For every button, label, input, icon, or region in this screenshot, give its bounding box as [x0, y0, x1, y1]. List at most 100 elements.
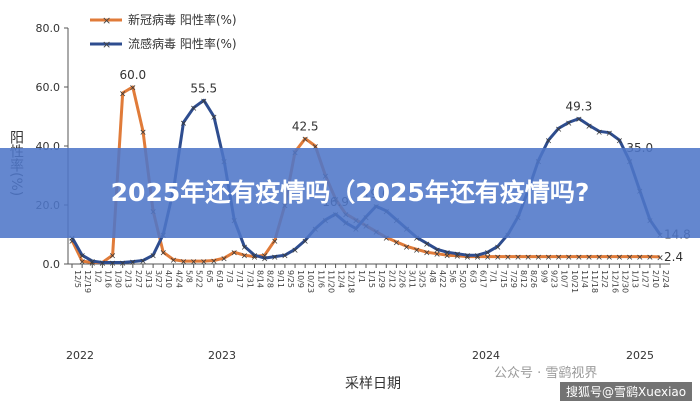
- point-marker-flu: ×: [271, 253, 279, 263]
- point-marker-flu: ×: [555, 125, 563, 135]
- point-marker-flu: ×: [149, 252, 157, 262]
- point-marker-covid: ×: [433, 250, 441, 260]
- x-tick-label: 9/11: [276, 270, 285, 288]
- peak-data-label: 60.0: [119, 68, 146, 82]
- point-marker-covid: ×: [159, 249, 167, 259]
- x-tick-label: 3/13: [144, 270, 153, 288]
- point-marker-covid: ×: [423, 249, 431, 259]
- point-marker-covid: ×: [241, 252, 249, 262]
- point-marker-flu: ×: [443, 249, 451, 259]
- x-tick-label: 7/3: [225, 270, 234, 283]
- point-marker-flu: ×: [494, 243, 502, 253]
- x-tick-label: 5/8: [185, 270, 194, 283]
- point-marker-flu: ×: [251, 252, 259, 262]
- x-tick-label: 4/8: [428, 270, 437, 283]
- point-marker-flu: ×: [606, 129, 614, 139]
- point-marker-covid: ×: [119, 89, 127, 99]
- y-tick-label: 60.0: [36, 81, 61, 94]
- point-marker-covid: ×: [383, 234, 391, 244]
- x-tick-label: 10/9: [296, 270, 305, 288]
- x-tick-label: 9/9: [539, 270, 548, 283]
- point-marker-flu: ×: [423, 240, 431, 250]
- point-marker-covid: ×: [271, 237, 279, 247]
- point-marker-covid: ×: [220, 255, 228, 265]
- point-marker-covid: ×: [443, 252, 451, 262]
- x-tick-label: 6/19: [215, 270, 224, 288]
- x-tick-label: 8/28: [266, 270, 275, 288]
- peak-data-label: 42.5: [292, 120, 319, 134]
- x-tick-label: 2/10: [651, 270, 660, 288]
- point-marker-covid: ×: [656, 253, 664, 263]
- x-tick-label: 6/5: [205, 270, 214, 283]
- x-tick-label: 7/31: [245, 270, 254, 288]
- point-marker-covid: ×: [210, 257, 218, 267]
- x-tick-label: 4/24: [174, 270, 183, 288]
- point-marker-covid: ×: [636, 253, 644, 263]
- point-marker-covid: ×: [301, 135, 309, 145]
- point-marker-covid: ×: [180, 258, 188, 268]
- point-marker-covid: ×: [453, 252, 461, 262]
- legend-mark-flu: ×: [102, 38, 111, 51]
- x-tick-label: 8/26: [529, 270, 538, 288]
- x-tick-label: 3/11: [408, 270, 417, 288]
- x-tick-label: 7/17: [235, 270, 244, 288]
- point-marker-flu: ×: [464, 252, 472, 262]
- point-marker-covid: ×: [555, 253, 563, 263]
- point-marker-flu: ×: [78, 252, 86, 262]
- point-marker-covid: ×: [413, 246, 421, 256]
- point-marker-flu: ×: [200, 97, 208, 107]
- point-marker-flu: ×: [484, 249, 492, 259]
- point-marker-flu: ×: [474, 252, 482, 262]
- y-tick-label: 0.0: [43, 258, 61, 271]
- legend-label-covid: 新冠病毒 阳性率(%): [128, 12, 237, 27]
- point-marker-covid: ×: [504, 253, 512, 263]
- x-axis-title: 采样日期: [345, 376, 401, 392]
- x-tick-label: 8/14: [255, 270, 264, 288]
- point-marker-covid: ×: [230, 249, 238, 259]
- year-label-2025: 2025: [626, 349, 654, 362]
- x-tick-label: 10/7: [560, 270, 569, 288]
- point-marker-flu: ×: [565, 119, 573, 129]
- point-marker-covid: ×: [524, 253, 532, 263]
- y-tick-label: 80.0: [36, 22, 61, 35]
- point-marker-covid: ×: [514, 253, 522, 263]
- point-marker-covid: ×: [626, 253, 634, 263]
- x-tick-label: 7/29: [509, 270, 518, 288]
- point-marker-flu: ×: [210, 113, 218, 123]
- x-tick-label: 7/15: [499, 270, 508, 288]
- end-data-label: 2.4: [664, 250, 683, 264]
- x-tick-label: 5/20: [458, 270, 467, 288]
- x-tick-label: 6/17: [479, 270, 488, 288]
- x-tick-label: 12/2: [600, 270, 609, 288]
- point-marker-flu: ×: [433, 246, 441, 256]
- x-tick-label: 1/15: [367, 270, 376, 288]
- x-tick-label: 12/16: [610, 270, 619, 293]
- x-tick-label: 11/6: [316, 270, 325, 288]
- x-ticks: 12/5 12/19 1/2 1/16 1/30 2/13 2/27 3/13 3/27 4/10…: [71, 264, 670, 293]
- point-marker-covid: ×: [403, 243, 411, 253]
- point-marker-covid: ×: [565, 253, 573, 263]
- point-marker-covid: ×: [89, 259, 97, 269]
- point-marker-covid: ×: [170, 256, 178, 266]
- x-tick-label: 2/26: [397, 270, 406, 288]
- point-marker-flu: ×: [109, 259, 117, 269]
- point-marker-covid: ×: [494, 253, 502, 263]
- point-marker-flu: ×: [595, 128, 603, 138]
- point-marker-covid: ×: [251, 253, 259, 263]
- point-marker-covid: ×: [575, 253, 583, 263]
- x-tick-label: 4/10: [164, 270, 173, 288]
- point-marker-flu: ×: [575, 115, 583, 125]
- point-marker-covid: ×: [646, 253, 654, 263]
- point-marker-flu: ×: [616, 137, 624, 147]
- point-marker-flu: ×: [413, 234, 421, 244]
- x-tick-label: 2/27: [134, 270, 143, 288]
- point-marker-covid: ×: [190, 258, 198, 268]
- point-marker-covid: ×: [68, 237, 76, 247]
- point-marker-covid: ×: [606, 253, 614, 263]
- point-marker-covid: ×: [484, 253, 492, 263]
- x-tick-label: 2/24: [661, 270, 670, 288]
- point-marker-covid: ×: [200, 258, 208, 268]
- point-marker-flu: ×: [261, 255, 269, 265]
- x-tick-label: 1/27: [641, 270, 650, 288]
